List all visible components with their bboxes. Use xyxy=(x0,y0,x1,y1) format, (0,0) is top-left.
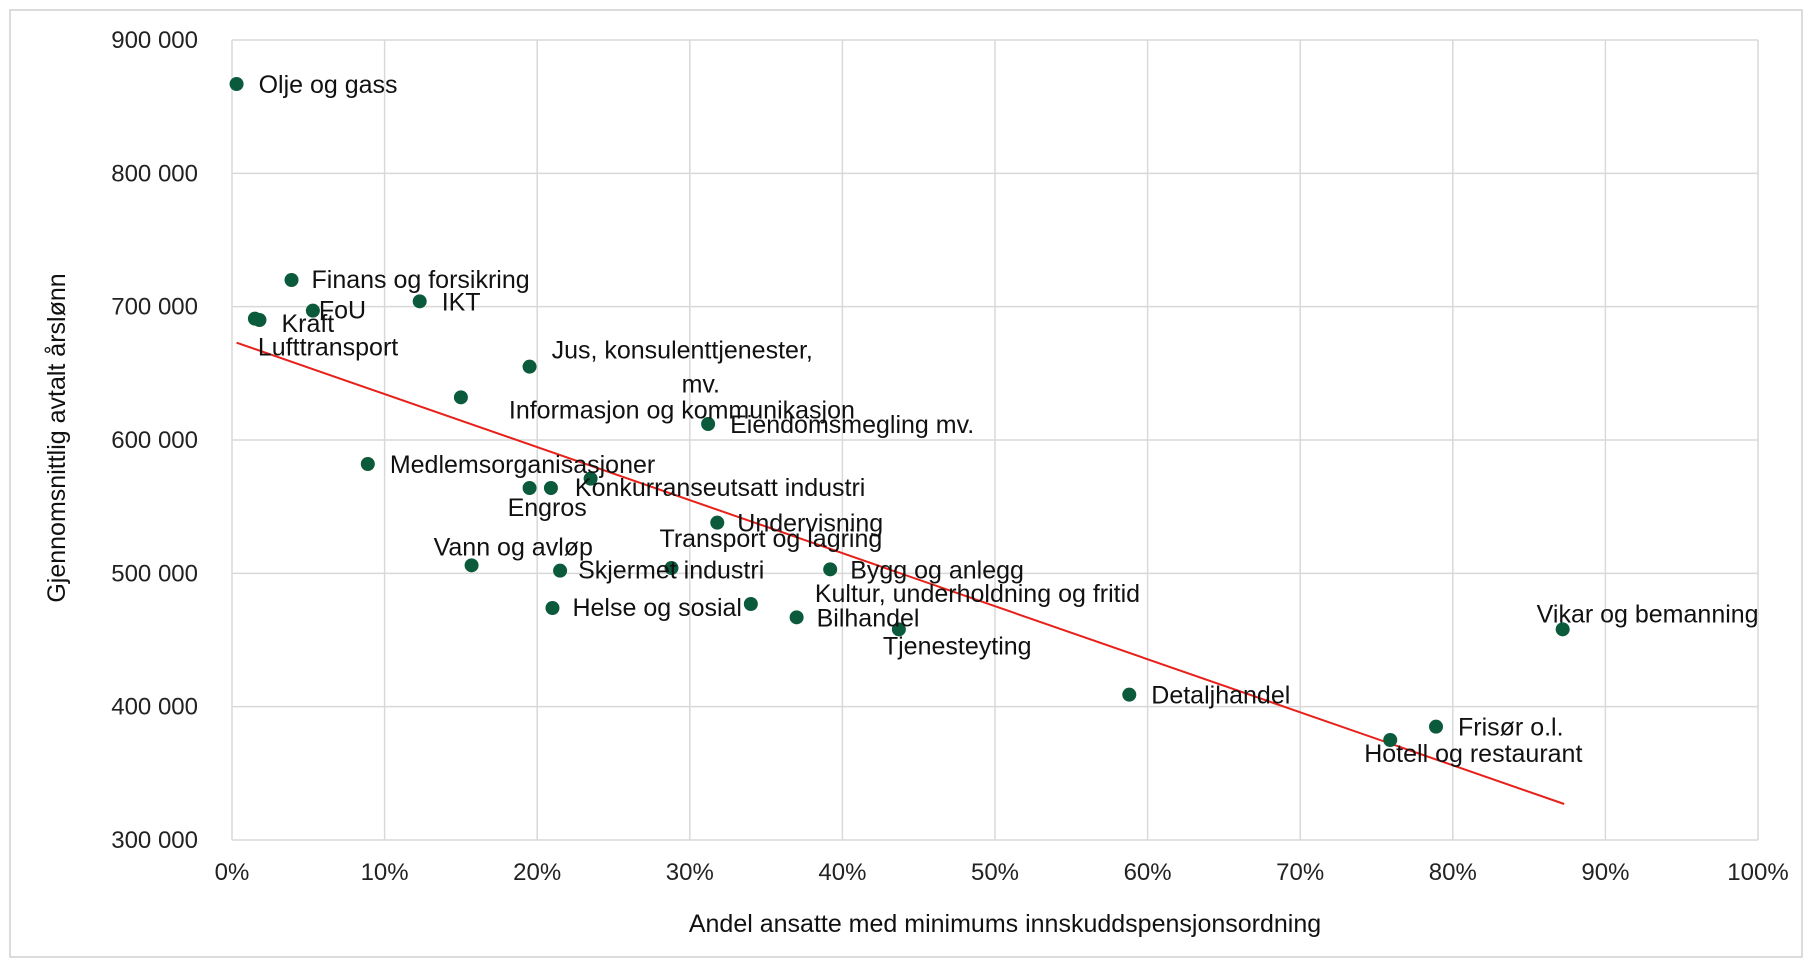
point-label: Lufttransport xyxy=(258,334,398,362)
data-point xyxy=(522,481,537,495)
data-point xyxy=(360,457,375,471)
data-point xyxy=(453,390,468,405)
point-label: Konkurranseutsatt industri xyxy=(575,474,865,502)
data-point xyxy=(789,610,804,625)
point-label: Frisør o.l. xyxy=(1458,714,1564,742)
point-label: Olje og gass xyxy=(259,71,398,99)
point-labels: Olje og gass Finans og forsikring FoUKraft… xyxy=(258,71,1759,768)
y-tick-label: 600 000 xyxy=(111,427,198,454)
data-point xyxy=(1383,733,1398,747)
x-tick-label: 30% xyxy=(666,859,714,886)
data-point xyxy=(710,515,725,530)
data-point xyxy=(1122,687,1137,702)
point-label: Bygg og anlegg xyxy=(850,556,1024,584)
data-point xyxy=(305,303,320,318)
point-label: Tjenesteyting xyxy=(883,632,1032,660)
x-tick-label: 20% xyxy=(513,859,561,886)
data-point xyxy=(545,601,560,615)
gridlines xyxy=(231,39,1759,841)
y-tick-label: 300 000 xyxy=(111,827,198,854)
x-tick-label: 40% xyxy=(818,859,866,886)
data-point xyxy=(553,563,568,578)
point-label: Vann og avløp xyxy=(434,533,593,561)
point-label: Helse og sosial xyxy=(572,594,742,622)
data-point xyxy=(543,481,558,495)
y-tick-label: 800 000 xyxy=(111,160,198,187)
data-point xyxy=(701,417,716,431)
point-label: FoU xyxy=(319,297,366,325)
x-axis-title: Andel ansatte med minimums innskuddspens… xyxy=(689,910,1321,938)
data-point xyxy=(522,359,537,374)
point-label: mv. xyxy=(682,371,720,399)
y-axis-title: Gjennomsnittlig avtalt årslønn xyxy=(43,273,71,602)
data-point xyxy=(583,471,598,486)
point-label: IKT xyxy=(442,288,481,316)
point-label: Informasjon og kommunikasjon xyxy=(509,396,855,424)
point-label: Engros xyxy=(508,494,587,522)
y-tick-label: 500 000 xyxy=(111,560,198,587)
x-tick-label: 0% xyxy=(215,859,250,886)
point-label: Kraft xyxy=(281,310,334,338)
data-point xyxy=(247,311,262,326)
x-tick-label: 90% xyxy=(1581,859,1629,886)
y-tick-label: 900 000 xyxy=(111,27,198,54)
data-point xyxy=(1429,719,1444,734)
point-label: Finans og forsikring xyxy=(312,266,530,294)
data-point xyxy=(464,558,479,573)
data-point xyxy=(1555,622,1570,637)
point-label: Vikar og bemanning xyxy=(1537,600,1759,628)
point-label: Skjermet industri xyxy=(578,557,764,585)
point-label: Undervisning xyxy=(737,510,883,538)
x-tick-label: 10% xyxy=(361,859,409,886)
point-label: Eiendomsmegling mv. xyxy=(730,411,974,439)
data-point xyxy=(284,273,299,287)
y-tick-label: 400 000 xyxy=(111,694,198,721)
data-point xyxy=(823,562,838,577)
data-point xyxy=(229,77,244,91)
data-point xyxy=(743,597,758,611)
chart-frame xyxy=(9,9,1803,958)
point-label: Medlemsorganisasjoner xyxy=(390,451,655,479)
point-label: Bilhandel xyxy=(817,604,920,632)
trendline xyxy=(236,341,1565,805)
point-label: Jus, konsulenttjenester, xyxy=(552,337,813,365)
data-points xyxy=(229,77,1570,747)
x-tick-label: 100% xyxy=(1727,859,1788,886)
point-label: Kultur, underholdning og fritid xyxy=(815,580,1140,608)
x-tick-label: 70% xyxy=(1276,859,1324,886)
data-point xyxy=(412,294,427,309)
point-label: Hotell og restaurant xyxy=(1364,740,1582,768)
data-point xyxy=(891,622,906,637)
x-tick-label: 60% xyxy=(1124,859,1172,886)
x-tick-label: 80% xyxy=(1429,859,1477,886)
point-label: Transport og lagring xyxy=(659,525,882,553)
point-label: Detaljhandel xyxy=(1151,682,1290,710)
x-tick-label: 50% xyxy=(971,859,1019,886)
data-point xyxy=(664,561,679,575)
tick-labels: 300 000 400 000 500 000 600 000 700 000 800 0… xyxy=(111,27,1788,886)
trendline-group xyxy=(236,341,1565,805)
y-tick-label: 700 000 xyxy=(111,294,198,321)
